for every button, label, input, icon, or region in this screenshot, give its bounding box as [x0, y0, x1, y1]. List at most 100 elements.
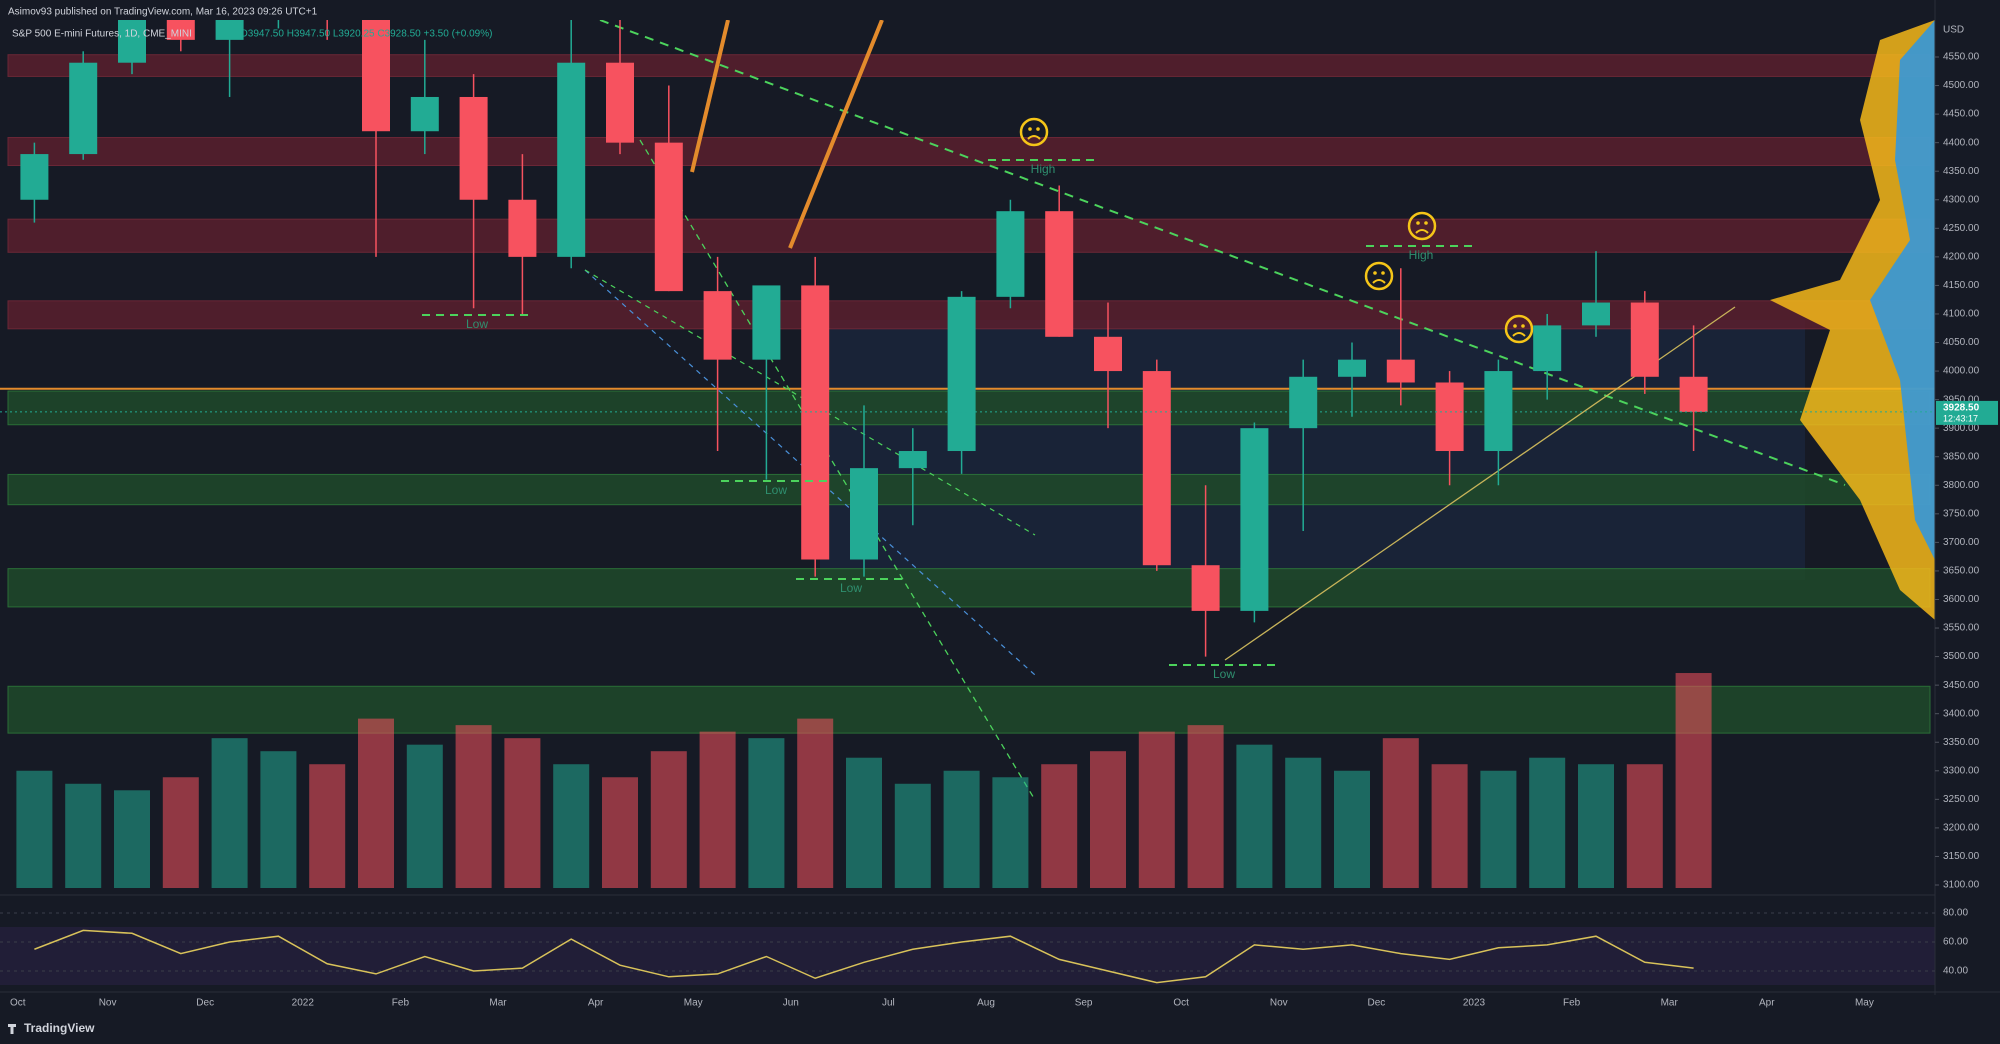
candle-body	[1338, 359, 1366, 377]
candle-body	[1630, 302, 1659, 377]
candle-body	[20, 154, 49, 200]
y-tick-label: 3100.00	[1943, 880, 1980, 891]
sad-face	[1504, 314, 1534, 344]
sad-face	[1019, 117, 1049, 147]
candle-body	[557, 62, 586, 257]
trendline	[599, 20, 1846, 486]
x-tick-label: Jul	[882, 998, 895, 1009]
volume-bar	[1285, 757, 1322, 888]
y-tick-label: 3500.00	[1943, 651, 1980, 662]
candle-body	[166, 20, 195, 40]
logo	[8, 1024, 16, 1034]
zone	[7, 568, 1931, 608]
y-tick-label: 4000.00	[1943, 366, 1980, 377]
volume-bar	[1090, 751, 1126, 888]
candle-body	[1582, 302, 1610, 326]
y-tick-label: 4450.00	[1943, 109, 1980, 120]
sad-face	[1407, 211, 1437, 241]
trendlines	[584, 20, 1846, 801]
annotation: Low	[1213, 667, 1235, 681]
y-tick-label: 3950.00	[1943, 394, 1980, 405]
candle-body	[703, 291, 732, 360]
candle-body	[752, 285, 781, 360]
candle-body	[459, 96, 488, 200]
y-tick-label: 4150.00	[1943, 280, 1980, 291]
x-tick-label: Sep	[1075, 998, 1093, 1009]
y-tick-label: 4250.00	[1943, 223, 1980, 234]
y-tick-label: 4200.00	[1943, 252, 1980, 263]
volume-bar	[455, 725, 492, 888]
y-tick-label: 3150.00	[1943, 851, 1980, 862]
volume-bar	[1334, 770, 1370, 888]
brand: TradingView	[24, 1021, 95, 1035]
countdown: 12:43:17	[1943, 413, 1978, 423]
y-tick-label: 3800.00	[1943, 480, 1980, 491]
x-tick-label: Oct	[10, 998, 26, 1009]
x-tick-label: Mar	[489, 998, 507, 1009]
y-tick-label: 4300.00	[1943, 194, 1980, 205]
x-tick-label: Apr	[588, 998, 604, 1009]
y-tick-label: 3650.00	[1943, 566, 1980, 577]
rsi-line	[34, 929, 1694, 984]
sad-face	[1364, 261, 1394, 291]
volume-bar	[748, 738, 785, 888]
y-tick-label: 4500.00	[1943, 80, 1980, 91]
candle-body	[1045, 211, 1074, 337]
candle-body	[1435, 382, 1464, 452]
candle-body	[1289, 376, 1318, 429]
x-tick-label: Aug	[977, 998, 995, 1009]
volume-bar	[1187, 725, 1224, 888]
y-tick-label: 4350.00	[1943, 166, 1980, 177]
annotation: High	[1409, 248, 1434, 262]
annotation: Low	[466, 317, 488, 331]
volume-bar	[797, 718, 834, 888]
annotation: Low	[840, 581, 862, 595]
volume-bar	[114, 790, 150, 888]
volume-profile	[1770, 20, 1935, 620]
x-tick-label: Dec	[196, 998, 214, 1009]
volume-bar	[406, 744, 443, 888]
channel-line	[639, 139, 1036, 801]
volume-bar	[650, 751, 687, 888]
rsi-tick-label: 80.00	[1943, 908, 1968, 919]
volume-bar	[992, 777, 1029, 888]
volume-bar	[1382, 738, 1419, 888]
zone	[7, 54, 1931, 77]
volume-profile	[1870, 20, 1935, 560]
x-tick-label: Nov	[1270, 998, 1288, 1009]
rsi-band	[0, 927, 1935, 985]
candle-body	[654, 142, 683, 292]
x-tick-label: Apr	[1759, 998, 1775, 1009]
y-tick-label: 3550.00	[1943, 623, 1980, 634]
fan-line	[690, 20, 730, 173]
sad-faces	[1019, 117, 1534, 344]
volume-bar	[1480, 770, 1517, 888]
volume-bar	[162, 777, 199, 888]
candle-body	[606, 62, 634, 143]
plot	[16, 20, 1712, 888]
volume-bar	[846, 757, 882, 888]
candle-body	[1386, 359, 1415, 383]
x-tick-label: Dec	[1368, 998, 1386, 1009]
volume-bar	[504, 738, 541, 888]
volume-bar	[553, 764, 590, 888]
candle-body	[1679, 376, 1708, 412]
y-tick-label: 3850.00	[1943, 451, 1980, 462]
x-tick-label: May	[684, 998, 703, 1009]
y-tick-label: 3300.00	[1943, 765, 1980, 776]
candle-body	[118, 20, 146, 63]
x-tick-label: 2022	[292, 998, 315, 1009]
x-tick-label: May	[1855, 998, 1874, 1009]
volume-bar	[16, 770, 53, 888]
symbol: S&P 500 E-mini Futures, 1D, CME_MINI	[12, 29, 192, 40]
x-tick-label: Nov	[99, 998, 117, 1009]
volume-bar	[699, 731, 736, 888]
zone	[7, 473, 1931, 506]
last-price-box	[1936, 400, 1998, 425]
annotation: Low	[765, 483, 787, 497]
volume-bar	[358, 718, 394, 888]
candle-body	[508, 199, 537, 257]
candle-body	[1094, 336, 1122, 372]
